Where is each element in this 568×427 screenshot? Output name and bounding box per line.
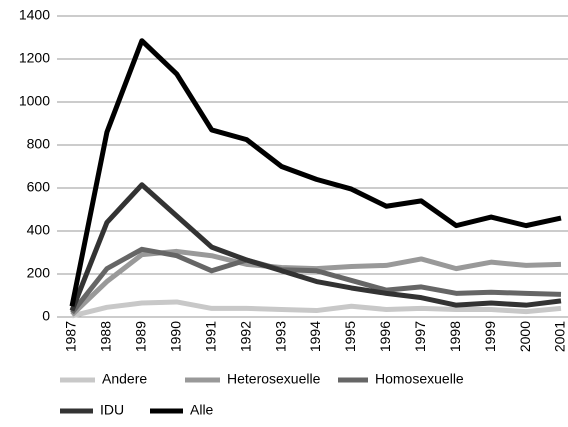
legend-label: Homosexuelle	[375, 371, 464, 387]
x-tick-label: 2001	[552, 321, 568, 352]
legend-label: Heterosexuelle	[227, 371, 321, 387]
x-tick-label: 2000	[517, 321, 533, 352]
y-tick-label: 400	[27, 222, 51, 238]
series-line	[69, 38, 562, 307]
x-tick-label: 1989	[133, 321, 149, 352]
y-tick-label: 1000	[19, 93, 50, 109]
x-tick-label: 1994	[307, 321, 323, 352]
x-tick-label: 1992	[237, 321, 253, 352]
x-tick-label: 1999	[482, 321, 498, 352]
x-tick-label: 1998	[447, 321, 463, 352]
legend-label: IDU	[100, 402, 124, 418]
x-tick-label: 1997	[412, 321, 428, 352]
legend-label: Alle	[190, 402, 214, 418]
series-line	[69, 182, 562, 312]
x-tick-label: 1993	[272, 321, 288, 352]
y-tick-label: 1200	[19, 50, 50, 66]
y-tick-label: 800	[27, 136, 51, 152]
x-tick-label: 1990	[167, 321, 183, 352]
x-tick-label: 1987	[63, 321, 79, 352]
x-tick-label: 1996	[377, 321, 393, 352]
x-tick-label: 1995	[342, 321, 358, 352]
x-tick-label: 1991	[202, 321, 218, 352]
y-tick-label: 1400	[19, 7, 50, 23]
series-line	[71, 299, 562, 319]
legend-label: Andere	[102, 371, 147, 387]
y-tick-label: 600	[27, 179, 51, 195]
x-tick-label: 1988	[98, 321, 114, 352]
series-line	[70, 246, 562, 315]
y-tick-label: 200	[27, 265, 51, 281]
y-tick-label: 0	[42, 308, 50, 324]
